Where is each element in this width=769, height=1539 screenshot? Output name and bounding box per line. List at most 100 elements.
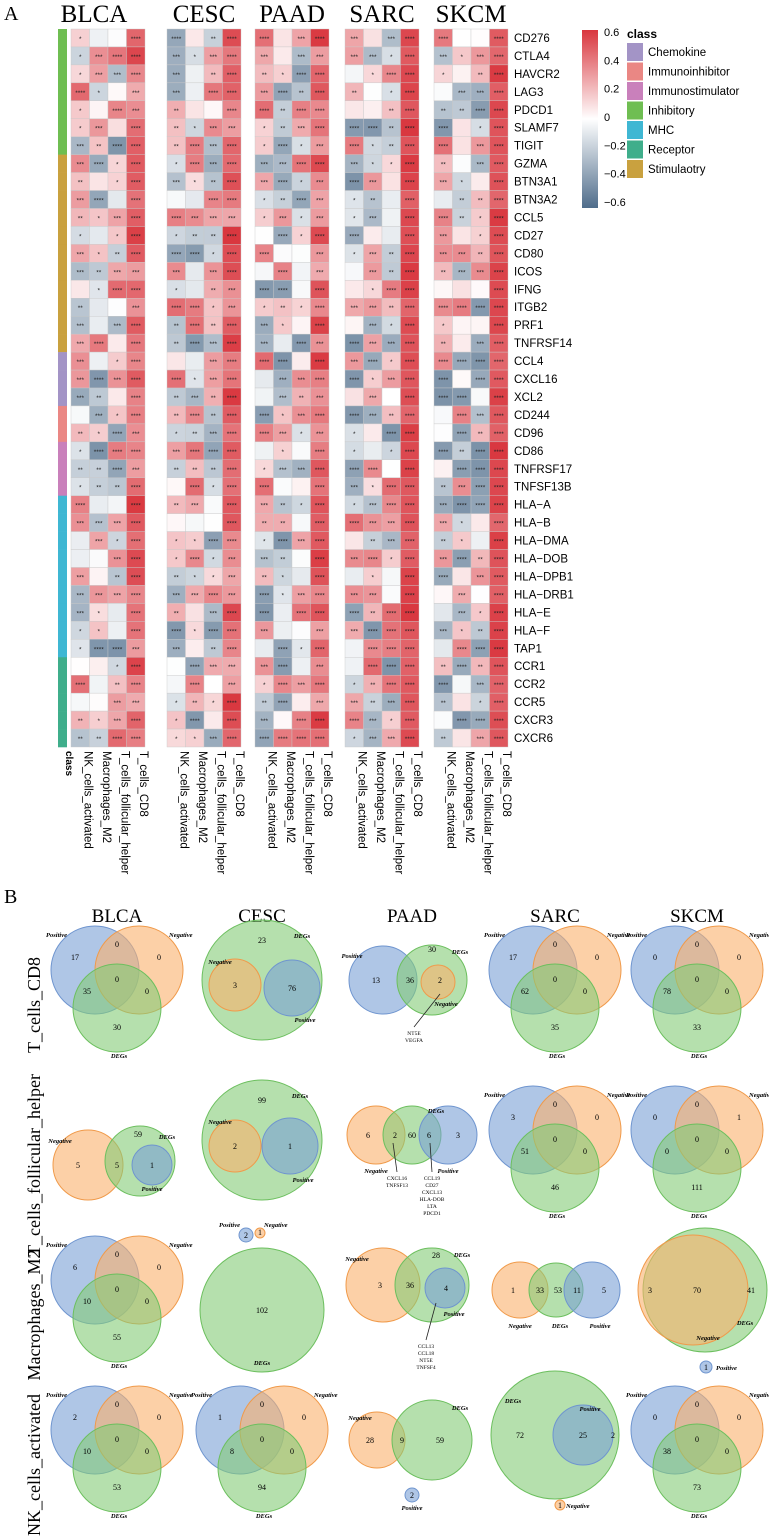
heatmap-cell [381, 172, 401, 191]
significance-mark: ** [174, 610, 180, 617]
significance-mark: **** [171, 305, 182, 312]
gene-label: HLA−DPB1 [514, 571, 573, 583]
significance-mark: ** [174, 413, 180, 420]
venn-count: 2 [73, 1413, 77, 1422]
heatmap-cell [452, 154, 472, 173]
venn-set-label: Negative [606, 1092, 631, 1099]
heatmap-cell [381, 567, 401, 586]
class-bar-cell [58, 388, 67, 407]
legend-title: class [627, 27, 657, 41]
significance-mark: *** [387, 539, 395, 546]
significance-mark: *** [369, 180, 377, 187]
heatmap-cell [433, 603, 453, 622]
venn-set-label: DEGs [293, 933, 311, 940]
significance-mark: ** [478, 251, 484, 258]
venn-positive-circle [418, 1105, 478, 1165]
significance-mark: *** [316, 431, 324, 438]
significance-mark: *** [316, 341, 324, 348]
significance-mark: *** [387, 36, 395, 43]
venn-set-label: DEGs [253, 1360, 271, 1367]
significance-mark: *** [95, 521, 103, 528]
gene-label: CD276 [514, 33, 550, 45]
significance-mark: * [175, 736, 178, 743]
significance-mark: **** [227, 54, 238, 61]
significance-mark: *** [387, 377, 395, 384]
class-bar-cell [58, 154, 67, 173]
annotation-gene: CCL19 [424, 1176, 440, 1182]
cell-type-label: T_cells_follicular_helper [214, 751, 226, 875]
significance-mark: * [175, 718, 178, 725]
significance-mark: **** [494, 180, 505, 187]
significance-mark: **** [315, 126, 326, 133]
significance-mark: *** [113, 592, 121, 599]
significance-mark: * [371, 485, 374, 492]
significance-mark: **** [405, 269, 416, 276]
heatmap-cell [310, 728, 330, 748]
significance-mark: * [263, 126, 266, 133]
significance-mark: *** [458, 251, 466, 258]
heatmap-cell [291, 316, 311, 335]
significance-mark: * [281, 323, 284, 330]
significance-mark: *** [297, 539, 305, 546]
venn-count: 41 [747, 1286, 755, 1295]
significance-mark: **** [494, 449, 505, 456]
significance-mark: * [353, 682, 356, 689]
significance-mark: **** [494, 233, 505, 240]
venn-count: 0 [595, 1113, 599, 1122]
significance-mark: **** [208, 449, 219, 456]
significance-mark: *** [369, 251, 377, 258]
significance-mark: ** [370, 700, 376, 707]
significance-mark: *** [369, 413, 377, 420]
significance-mark: **** [494, 377, 505, 384]
venn-set-label: Negative [207, 959, 232, 966]
significance-mark: **** [438, 215, 449, 222]
significance-mark: * [263, 305, 266, 312]
heatmap-cell [166, 513, 186, 532]
significance-mark: *** [387, 700, 395, 707]
significance-mark: ** [389, 413, 395, 420]
heatmap-cell [452, 567, 472, 586]
venn-degs-circle [217, 1423, 307, 1513]
significance-mark: **** [349, 233, 360, 240]
heatmap-cell [89, 567, 109, 586]
cancer-header-skcm: SKCM [436, 1, 507, 28]
venn-count: 0 [737, 1413, 741, 1422]
significance-mark: **** [190, 144, 201, 151]
venn-count: 0 [695, 1100, 699, 1109]
class-bar-cell [58, 370, 67, 389]
significance-mark: **** [405, 395, 416, 402]
significance-mark: **** [494, 126, 505, 133]
significance-mark: ** [174, 574, 180, 581]
significance-mark: **** [494, 521, 505, 528]
significance-mark: * [175, 162, 178, 169]
venn-count: 6 [427, 1131, 431, 1140]
significance-mark: *** [76, 377, 84, 384]
gene-label: CCR2 [514, 679, 545, 691]
significance-mark: *** [228, 126, 236, 133]
venn-count: 0 [695, 975, 699, 984]
significance-mark: *** [76, 269, 84, 276]
gene-label: HLA−DRB1 [514, 589, 574, 601]
significance-mark: ** [174, 144, 180, 151]
cell-type-label: NK_cells_activated [81, 751, 93, 849]
venn-set-label: DEGs [110, 1053, 128, 1060]
significance-mark: *** [76, 162, 84, 169]
gene-label: CD80 [514, 248, 543, 260]
heatmap-cell [363, 423, 383, 443]
significance-mark: * [442, 323, 445, 330]
significance-mark: **** [259, 485, 270, 492]
gene-label: TNFRSF14 [514, 338, 573, 350]
venn-count: 33 [693, 1023, 701, 1032]
annotation-gene: CXCL16 [387, 1176, 407, 1182]
venn-set-label: Positive [626, 932, 647, 939]
significance-mark: *** [95, 539, 103, 546]
significance-mark: **** [475, 485, 486, 492]
significance-mark: **** [171, 251, 182, 258]
significance-mark: **** [227, 108, 238, 115]
annotation-gene: PDCD1 [423, 1211, 441, 1217]
significance-mark: *** [297, 377, 305, 384]
significance-mark: **** [278, 269, 289, 276]
significance-mark: **** [315, 503, 326, 510]
cell-type-label: Macrophages_M2 [196, 751, 208, 843]
significance-mark: ** [211, 395, 217, 402]
